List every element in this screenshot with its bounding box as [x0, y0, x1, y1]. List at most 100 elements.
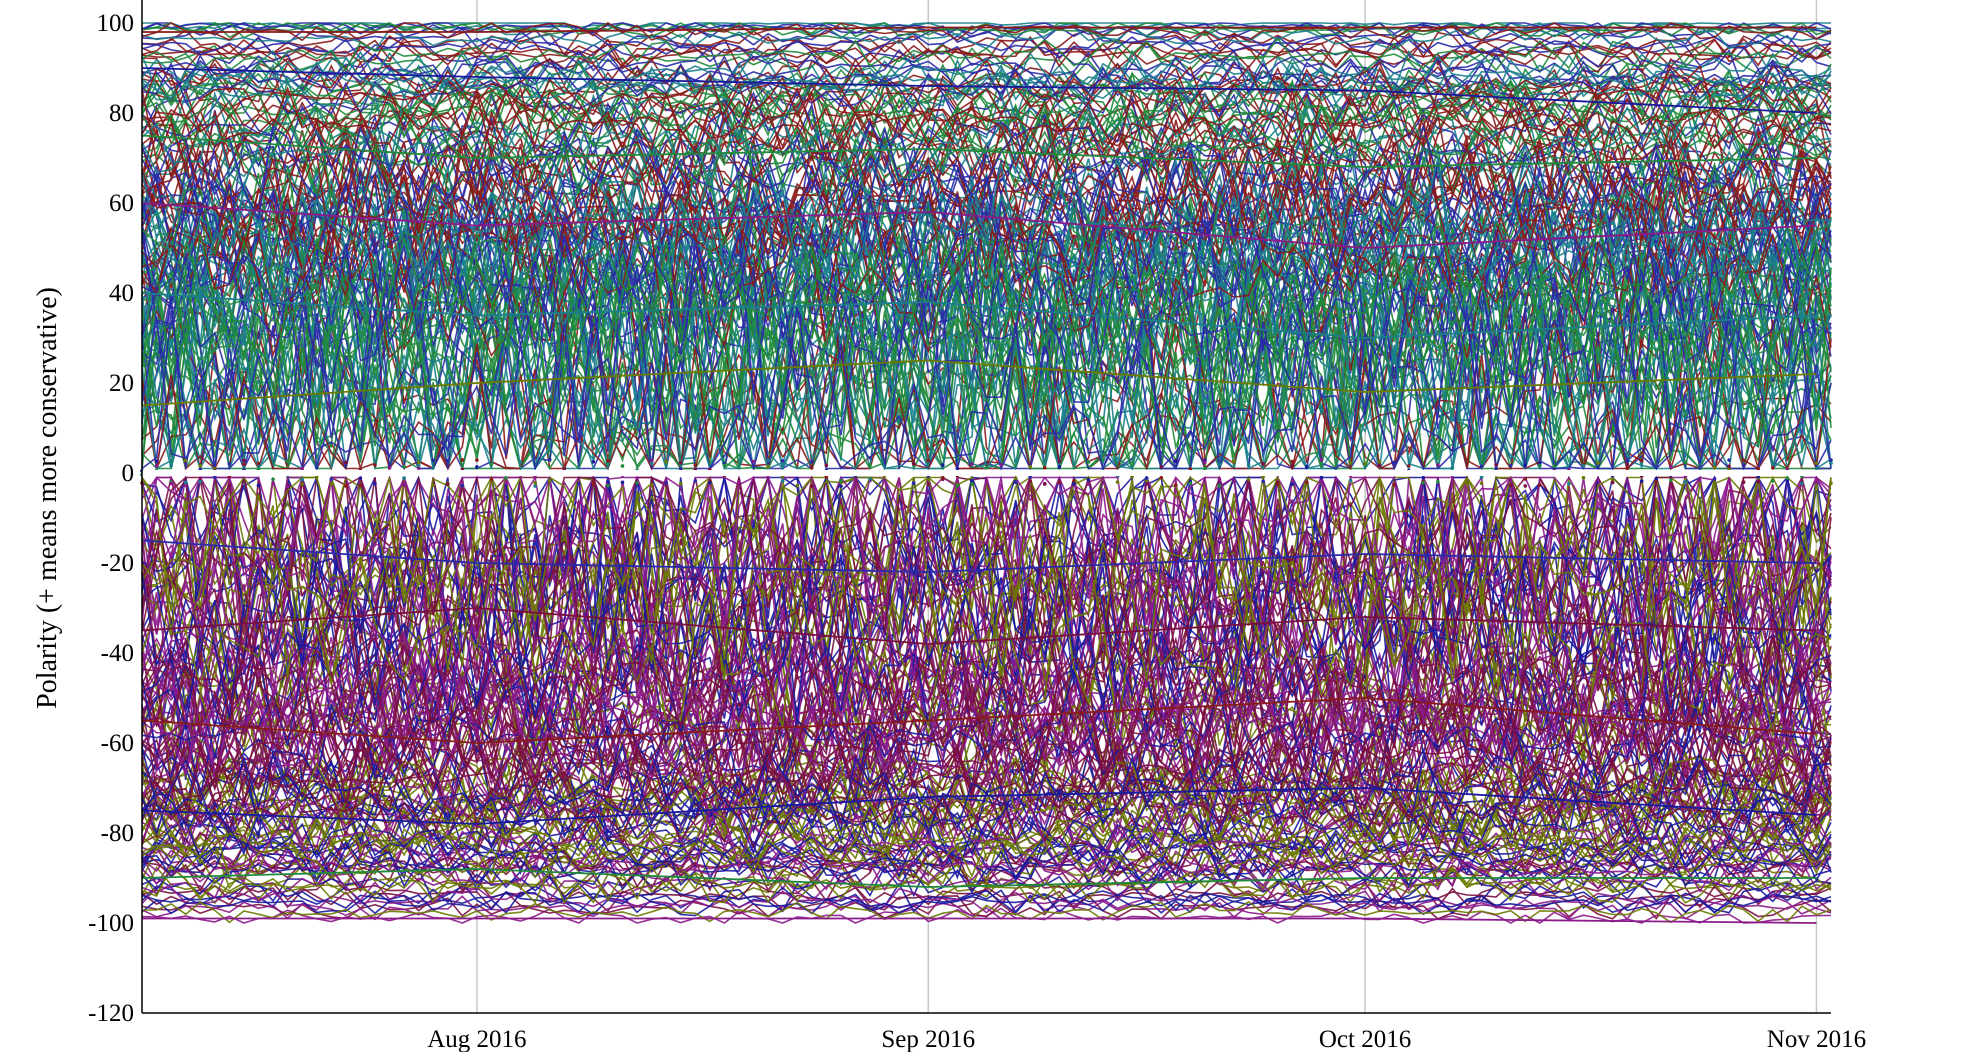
zero-gap-dot	[460, 483, 465, 488]
zero-gap-dot	[1101, 457, 1105, 462]
zero-gap-dot	[460, 458, 465, 462]
zero-gap-dot	[256, 461, 261, 466]
zero-gap-dot	[1610, 478, 1615, 482]
zero-gap-dot	[664, 459, 668, 464]
zero-gap-dot	[358, 483, 363, 488]
series-line	[141, 73, 1832, 143]
zero-gap-dot	[853, 477, 858, 481]
zero-gap-dot	[533, 475, 537, 479]
zero-gap-dot	[635, 480, 639, 485]
zero-gap-dot	[1275, 482, 1280, 487]
zero-gap-dot	[1669, 464, 1673, 469]
zero-gap-dot	[1712, 477, 1717, 481]
zero-gap-dot	[1537, 463, 1542, 468]
zero-gap-dot	[1348, 461, 1353, 465]
zero-gap-dot	[809, 459, 814, 464]
zero-gap-dot	[1348, 478, 1353, 483]
zero-gap-dot	[678, 481, 683, 486]
zero-gap-dot	[1494, 463, 1498, 467]
series-line	[141, 665, 1832, 798]
zero-gap-dot	[1523, 477, 1528, 481]
representative-series-line	[141, 697, 1817, 744]
zero-gap-dot	[1421, 475, 1426, 480]
zero-gap-dot	[169, 463, 173, 468]
series-line	[141, 635, 1832, 777]
zero-gap-dot	[839, 478, 843, 483]
series-line	[141, 30, 1832, 60]
zero-gap-dot	[1508, 483, 1513, 488]
zero-gap-dot	[242, 458, 246, 463]
series-line	[141, 230, 1832, 429]
zero-gap-dot	[1800, 481, 1804, 486]
zero-gap-dot	[1479, 464, 1484, 469]
series-line	[141, 860, 1832, 903]
zero-gap-dot	[402, 483, 406, 487]
zero-gap-dot	[562, 466, 567, 471]
series-line	[141, 203, 1832, 375]
zero-gap-dot	[1203, 460, 1207, 464]
zero-gap-dot	[285, 484, 290, 489]
tick-labels: 100 80 60 40 20 0 -20 -40 -60 -80 -100 -120 Aug 2016…	[88, 10, 1866, 1053]
zero-gap-dot	[1581, 463, 1586, 468]
zero-gap-dot	[518, 460, 523, 464]
series-line	[141, 148, 1832, 282]
zero-gap-dot	[1232, 480, 1236, 484]
series-line	[141, 325, 1832, 472]
series-line	[141, 724, 1832, 830]
zero-gap-dot	[489, 477, 494, 482]
zero-gap-dot	[431, 465, 436, 470]
series-line	[141, 900, 1832, 924]
zero-gap-dot	[1479, 481, 1484, 486]
series-lines	[140, 21, 1833, 924]
zero-gap-dot	[984, 465, 989, 470]
zero-gap-dot	[183, 483, 188, 488]
zero-gap-dot	[1523, 484, 1528, 488]
zero-gap-dot	[1669, 478, 1673, 483]
series-line	[141, 165, 1832, 297]
zero-gap-dot	[751, 459, 756, 464]
zero-gap-dot	[416, 463, 421, 468]
representative-series-line	[142, 917, 1817, 924]
y-tick-label: -60	[101, 730, 134, 757]
zero-gap-dot	[1537, 483, 1542, 487]
series-line	[141, 207, 1832, 382]
zero-gap-dot	[329, 482, 334, 486]
zero-gap-dot	[344, 484, 348, 488]
zero-gap-dot	[926, 482, 931, 486]
series-line	[141, 474, 1832, 662]
series-line	[141, 45, 1832, 88]
series-line	[141, 820, 1832, 880]
series-line	[141, 189, 1832, 341]
zero-gap-dot	[154, 459, 159, 463]
series-line	[141, 740, 1832, 838]
zero-gap-dot	[445, 482, 450, 486]
zero-gap-dot	[1639, 479, 1644, 483]
zero-gap-dot	[955, 483, 960, 488]
representative-series-line	[141, 868, 1817, 888]
representative-series-line	[141, 67, 1817, 114]
zero-gap-dot	[1727, 464, 1731, 468]
zero-gap-dot	[1698, 482, 1702, 487]
zero-gap-dot	[169, 481, 173, 486]
series-line	[141, 88, 1832, 171]
series-line	[141, 828, 1832, 886]
y-tick-label: -100	[88, 910, 134, 937]
series-line	[141, 22, 1832, 39]
zero-gap-dot	[504, 481, 508, 486]
zero-gap-dot	[1639, 458, 1644, 463]
series-line	[141, 882, 1832, 914]
zero-gap-dot	[1814, 480, 1819, 484]
zero-gap-dot	[183, 458, 188, 463]
zero-gap-dot	[780, 479, 785, 483]
zero-gap-dot	[1290, 463, 1295, 468]
zero-gap-dot	[606, 458, 610, 463]
zero-gap-dot	[1436, 463, 1440, 467]
zero-gap-dot	[1173, 459, 1178, 464]
series-line	[141, 537, 1832, 724]
series-line	[141, 668, 1832, 802]
y-tick-label: 40	[109, 280, 134, 307]
y-tick-label: -40	[101, 640, 134, 667]
series-line	[141, 863, 1832, 905]
zero-gap-dot	[591, 481, 596, 486]
